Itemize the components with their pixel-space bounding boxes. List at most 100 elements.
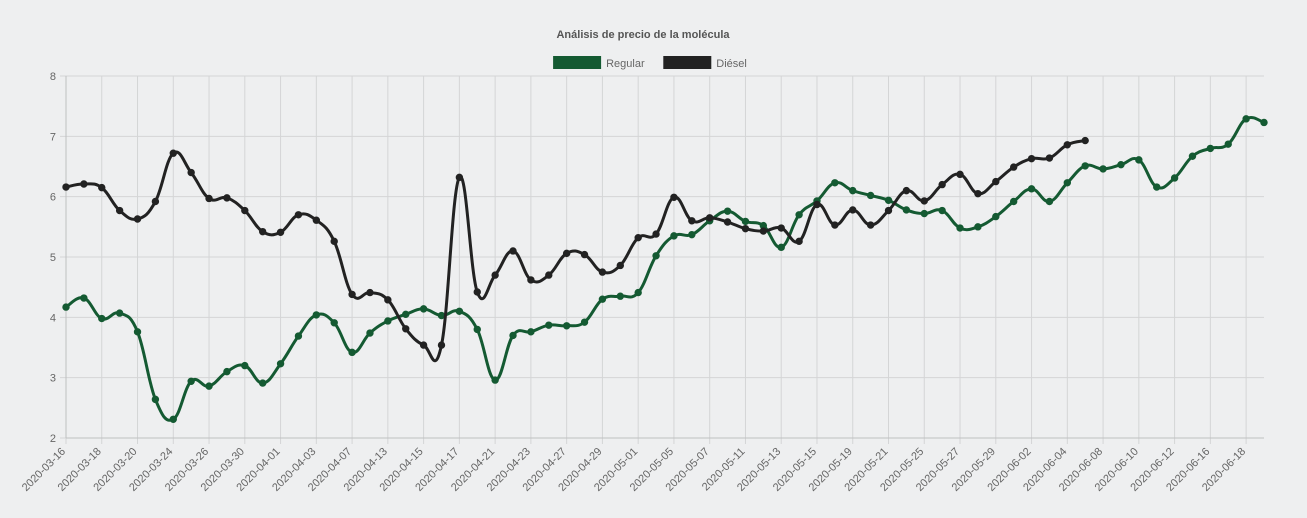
data-point[interactable] (1206, 144, 1215, 153)
data-point[interactable] (902, 186, 911, 195)
data-point[interactable] (884, 196, 893, 204)
data-point[interactable] (634, 233, 642, 242)
data-point[interactable] (598, 268, 607, 276)
data-point[interactable] (849, 206, 857, 214)
data-point[interactable] (419, 341, 428, 349)
data-point[interactable] (115, 206, 124, 215)
data-point[interactable] (294, 211, 303, 219)
data-point[interactable] (688, 217, 696, 225)
data-point[interactable] (706, 214, 714, 222)
data-point[interactable] (652, 252, 660, 260)
data-point[interactable] (1045, 197, 1054, 206)
data-point[interactable] (688, 230, 696, 239)
data-point[interactable] (562, 249, 571, 258)
data-point[interactable] (241, 361, 249, 370)
data-point[interactable] (312, 311, 321, 319)
data-point[interactable] (545, 271, 553, 279)
data-point[interactable] (169, 149, 177, 157)
data-point[interactable] (258, 227, 267, 236)
data-point[interactable] (473, 325, 481, 334)
data-point[interactable] (366, 329, 374, 337)
data-point[interactable] (187, 377, 195, 385)
data-point[interactable] (1063, 141, 1072, 149)
data-point[interactable] (974, 223, 982, 231)
data-point[interactable] (1081, 162, 1089, 170)
data-point[interactable] (580, 318, 589, 326)
data-point[interactable] (1009, 197, 1018, 206)
data-point[interactable] (884, 206, 893, 215)
data-point[interactable] (723, 218, 732, 226)
data-point[interactable] (849, 186, 857, 195)
data-point[interactable] (723, 207, 732, 215)
data-point[interactable] (992, 212, 1000, 221)
data-point[interactable] (598, 295, 607, 303)
data-point[interactable] (98, 183, 106, 192)
data-point[interactable] (509, 331, 517, 340)
data-point[interactable] (831, 179, 839, 187)
data-point[interactable] (1081, 136, 1089, 145)
data-point[interactable] (902, 206, 911, 214)
data-point[interactable] (241, 206, 249, 215)
data-point[interactable] (1117, 160, 1125, 169)
data-point[interactable] (1170, 174, 1179, 182)
data-point[interactable] (866, 221, 875, 229)
data-point[interactable] (938, 180, 946, 189)
data-point[interactable] (491, 271, 499, 279)
data-point[interactable] (741, 224, 750, 233)
data-point[interactable] (276, 228, 285, 236)
data-point[interactable] (348, 290, 356, 299)
data-point[interactable] (1153, 183, 1161, 191)
data-point[interactable] (1260, 118, 1268, 127)
data-point[interactable] (1242, 115, 1250, 123)
data-point[interactable] (1009, 163, 1018, 171)
data-point[interactable] (330, 237, 338, 246)
data-point[interactable] (1188, 152, 1197, 160)
data-point[interactable] (455, 173, 464, 182)
data-point[interactable] (795, 237, 803, 246)
data-point[interactable] (133, 215, 142, 223)
data-point[interactable] (223, 194, 231, 202)
data-point[interactable] (616, 292, 624, 300)
data-point[interactable] (1027, 185, 1036, 193)
data-point[interactable] (974, 189, 982, 198)
data-point[interactable] (80, 180, 88, 188)
data-point[interactable] (1027, 154, 1036, 163)
data-point[interactable] (294, 332, 303, 340)
data-point[interactable] (1063, 179, 1072, 187)
data-point[interactable] (956, 224, 964, 232)
data-point[interactable] (562, 322, 571, 330)
data-point[interactable] (258, 379, 267, 387)
data-point[interactable] (920, 197, 928, 205)
data-point[interactable] (545, 321, 553, 329)
data-point[interactable] (419, 305, 428, 313)
data-point[interactable] (741, 217, 750, 226)
data-point[interactable] (151, 395, 160, 404)
data-point[interactable] (777, 243, 785, 252)
data-point[interactable] (509, 247, 517, 255)
data-point[interactable] (276, 360, 285, 368)
data-point[interactable] (491, 376, 499, 384)
data-point[interactable] (366, 288, 374, 297)
data-point[interactable] (455, 307, 464, 315)
data-point[interactable] (312, 216, 321, 224)
data-point[interactable] (115, 309, 124, 317)
legend-item[interactable]: Diésel (663, 56, 747, 70)
data-point[interactable] (670, 193, 678, 201)
data-point[interactable] (62, 183, 70, 191)
data-point[interactable] (831, 221, 839, 229)
data-point[interactable] (169, 415, 177, 423)
data-point[interactable] (813, 200, 821, 209)
data-point[interactable] (62, 303, 70, 311)
data-point[interactable] (920, 209, 928, 218)
data-point[interactable] (956, 170, 964, 179)
data-point[interactable] (1135, 156, 1143, 164)
data-point[interactable] (223, 367, 231, 376)
data-point[interactable] (527, 276, 535, 284)
data-point[interactable] (80, 294, 88, 302)
data-point[interactable] (1045, 154, 1054, 162)
legend[interactable]: Regular Diésel (553, 56, 747, 70)
data-point[interactable] (580, 250, 589, 259)
data-point[interactable] (616, 261, 624, 270)
data-point[interactable] (777, 224, 785, 232)
data-point[interactable] (133, 328, 142, 336)
